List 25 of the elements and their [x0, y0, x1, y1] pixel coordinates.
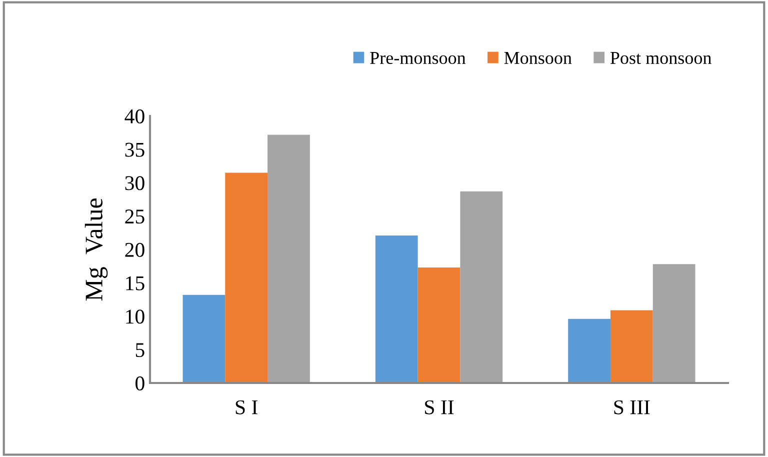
bar — [268, 134, 310, 383]
x-tick-label: S II — [425, 400, 454, 414]
x-tick-label: S I — [236, 400, 258, 414]
y-tick-label: 35 — [125, 142, 144, 157]
y-tick-label: 0 — [136, 376, 144, 390]
bar — [652, 264, 696, 383]
bar — [568, 318, 610, 383]
bar — [182, 294, 226, 383]
y-tick-label: 30 — [125, 176, 144, 190]
bar — [375, 235, 418, 383]
y-tick-label: 20 — [125, 242, 144, 257]
legend-label: Monsoon — [504, 52, 572, 64]
x-tick-label: S III — [614, 400, 650, 414]
bar — [418, 268, 460, 383]
y-axis-title: Mg Value — [84, 198, 108, 301]
bar — [460, 191, 503, 383]
bar — [610, 310, 653, 383]
y-tick-label: 25 — [125, 210, 144, 224]
y-tick-label: 40 — [124, 109, 144, 124]
y-tick-label: 10 — [126, 310, 144, 324]
legend-label: Post monsoon — [610, 52, 712, 64]
legend-label: Pre-monsoon — [370, 52, 466, 64]
y-tick-label: 15 — [126, 276, 144, 290]
bar — [225, 172, 268, 383]
y-tick-label: 5 — [136, 343, 144, 358]
